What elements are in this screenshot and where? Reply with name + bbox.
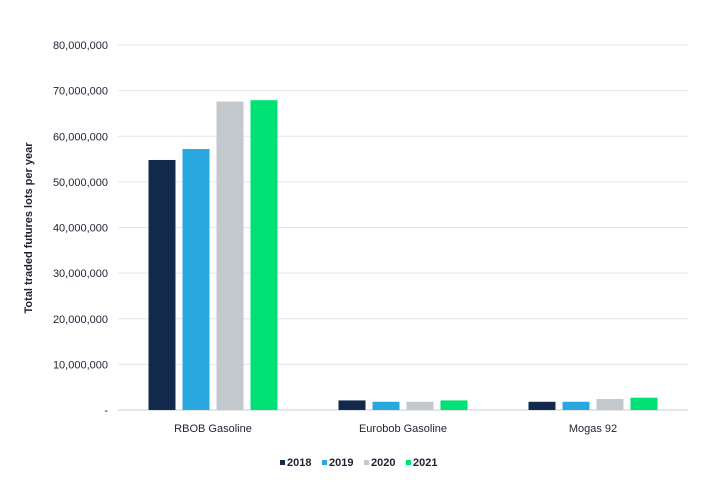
bars xyxy=(148,100,658,411)
legend-label: 2020 xyxy=(371,457,395,469)
legend-item-2020: 2020 xyxy=(364,457,395,469)
bar-2019 xyxy=(182,149,210,410)
legend-label: 2019 xyxy=(329,457,353,469)
legend-item-2019: 2019 xyxy=(322,457,353,469)
bar-2020 xyxy=(596,399,624,410)
y-tick-label: 10,000,000 xyxy=(53,359,108,371)
legend-swatch xyxy=(364,460,369,465)
bar-2018 xyxy=(148,159,176,410)
x-category-label: RBOB Gasoline xyxy=(174,423,252,435)
legend: 2018 2019 2020 2021 xyxy=(280,457,437,469)
legend-item-2021: 2021 xyxy=(406,457,437,469)
y-tick-label: - xyxy=(104,405,108,417)
y-tick-label: 70,000,000 xyxy=(53,86,108,98)
bar-2020 xyxy=(406,401,434,410)
legend-item-2018: 2018 xyxy=(280,457,311,469)
legend-label: 2021 xyxy=(413,457,437,469)
bar-2021 xyxy=(630,397,658,410)
y-tick-label: 60,000,000 xyxy=(53,131,108,143)
legend-swatch xyxy=(280,460,285,465)
y-tick-label: 30,000,000 xyxy=(53,268,108,280)
bar-2019 xyxy=(372,401,400,410)
legend-swatch xyxy=(322,460,327,465)
y-tick-label: 20,000,000 xyxy=(53,314,108,326)
legend-swatch xyxy=(406,460,411,465)
y-tick-label: 50,000,000 xyxy=(53,177,108,189)
x-category-label: Eurobob Gasoline xyxy=(359,423,447,435)
bar-2018 xyxy=(528,401,556,410)
bar-2019 xyxy=(562,401,590,410)
y-axis-ticks: - 10,000,000 20,000,000 30,000,000 40,000,00… xyxy=(53,40,108,417)
y-tick-label: 80,000,000 xyxy=(53,40,108,52)
y-tick-label: 40,000,000 xyxy=(53,223,108,235)
bar-2021 xyxy=(440,400,468,410)
x-category-label: Mogas 92 xyxy=(569,423,617,435)
bar-2018 xyxy=(338,400,366,410)
bar-2021 xyxy=(250,100,278,411)
legend-label: 2018 xyxy=(287,457,311,469)
gridlines xyxy=(118,44,688,411)
y-axis-label: Total traded futures lots per year xyxy=(23,142,35,314)
bar-2020 xyxy=(216,101,244,410)
x-axis-categories: RBOB Gasoline Eurobob Gasoline Mogas 92 xyxy=(174,423,617,435)
